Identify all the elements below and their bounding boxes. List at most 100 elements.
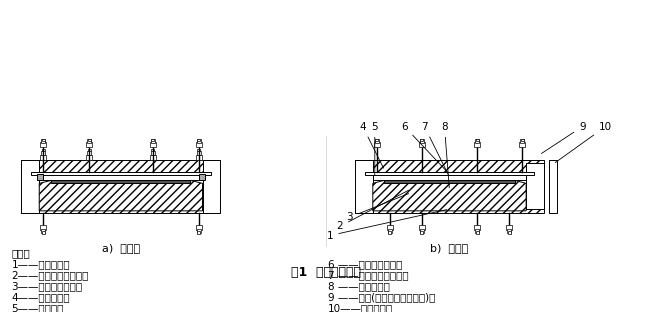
Bar	[151, 151, 155, 155]
Text: 4: 4	[360, 122, 383, 168]
Bar	[195, 142, 202, 147]
Text: b)  横桥向: b) 横桥向	[430, 243, 469, 253]
Bar	[365, 173, 534, 175]
Text: 2——球面非金属滑板；: 2——球面非金属滑板；	[11, 270, 89, 280]
Bar	[508, 231, 511, 234]
Bar	[195, 155, 202, 160]
Bar	[355, 200, 544, 213]
Bar	[387, 226, 392, 230]
Bar	[197, 231, 200, 234]
Bar	[197, 139, 200, 141]
Bar	[151, 139, 154, 141]
Bar	[476, 139, 479, 141]
Text: 6 ——平面不锈钢板；: 6 ——平面不锈钢板；	[328, 259, 402, 269]
Bar	[475, 139, 479, 143]
Bar	[420, 139, 423, 141]
Text: 5: 5	[372, 122, 378, 175]
Bar	[22, 200, 221, 213]
Bar	[420, 139, 424, 143]
Bar	[355, 160, 373, 213]
Bar	[385, 180, 515, 183]
Bar	[199, 174, 204, 180]
Bar	[526, 163, 544, 209]
Bar	[474, 142, 481, 147]
Bar	[202, 160, 221, 213]
Bar	[42, 231, 44, 234]
Bar	[86, 155, 92, 160]
Bar	[374, 142, 380, 147]
Bar	[151, 139, 155, 143]
Bar	[419, 226, 424, 230]
Polygon shape	[39, 173, 202, 211]
Polygon shape	[373, 173, 526, 211]
Text: 8: 8	[441, 122, 449, 188]
Text: 2: 2	[337, 190, 409, 232]
Text: 说明：: 说明：	[11, 248, 30, 258]
Text: 9: 9	[541, 122, 586, 154]
Text: 9 ——锚栓(螺栓、套筒和螺杆)；: 9 ——锚栓(螺栓、套筒和螺杆)；	[328, 292, 436, 302]
Bar	[195, 226, 202, 230]
Bar	[474, 226, 481, 230]
Bar	[373, 174, 526, 180]
Text: 3——球面不锈钢板；: 3——球面不锈钢板；	[11, 281, 82, 291]
Text: 10: 10	[555, 122, 612, 163]
Bar	[419, 142, 424, 147]
Bar	[87, 139, 91, 143]
Text: 7: 7	[421, 122, 448, 174]
Text: 1: 1	[326, 210, 447, 241]
Text: 4——上支座板；: 4——上支座板；	[11, 292, 70, 302]
Bar	[375, 139, 379, 143]
Bar	[22, 160, 39, 213]
Bar	[42, 149, 44, 151]
Bar	[88, 139, 91, 141]
Text: 6: 6	[402, 122, 447, 172]
Bar	[355, 160, 544, 173]
Bar	[22, 160, 221, 173]
Bar	[197, 151, 200, 155]
Bar	[42, 139, 44, 141]
Text: 图1  多向活动支座: 图1 多向活动支座	[291, 266, 361, 280]
Bar	[389, 231, 391, 234]
Bar	[41, 139, 45, 143]
Bar	[31, 173, 211, 175]
Bar	[355, 160, 544, 173]
Bar	[475, 229, 479, 233]
Bar	[86, 142, 92, 147]
Bar	[549, 160, 557, 213]
Bar	[150, 142, 155, 147]
Text: 5——密封环；: 5——密封环；	[11, 303, 64, 312]
Text: 10——防尘围板。: 10——防尘围板。	[328, 303, 393, 312]
Bar	[40, 155, 46, 160]
Bar	[507, 229, 511, 233]
Bar	[40, 226, 46, 230]
Bar	[151, 149, 154, 151]
Bar	[39, 174, 202, 180]
Bar	[41, 229, 45, 233]
Bar	[41, 151, 45, 155]
Bar	[22, 200, 221, 213]
Bar	[88, 149, 91, 151]
Bar	[40, 142, 46, 147]
Bar	[37, 174, 43, 180]
Bar	[520, 139, 524, 143]
Bar	[197, 149, 200, 151]
Bar	[388, 229, 392, 233]
Bar	[420, 229, 424, 233]
Bar	[506, 226, 512, 230]
Bar	[476, 231, 479, 234]
Bar	[150, 155, 155, 160]
Bar	[519, 142, 525, 147]
Bar	[197, 229, 200, 233]
Bar	[355, 200, 544, 213]
Bar	[420, 231, 423, 234]
Bar	[520, 139, 524, 141]
Text: 3: 3	[347, 193, 409, 222]
Text: 1——下支座板；: 1——下支座板；	[11, 259, 70, 269]
Bar	[375, 139, 378, 141]
Text: 8 ——球冠衬板；: 8 ——球冠衬板；	[328, 281, 390, 291]
Bar	[197, 139, 200, 143]
Bar	[52, 180, 190, 183]
Bar	[22, 160, 221, 173]
Text: a)  纵桥向: a) 纵桥向	[102, 243, 140, 253]
Text: 7 ——平面非金属滑板；: 7 ——平面非金属滑板；	[328, 270, 409, 280]
